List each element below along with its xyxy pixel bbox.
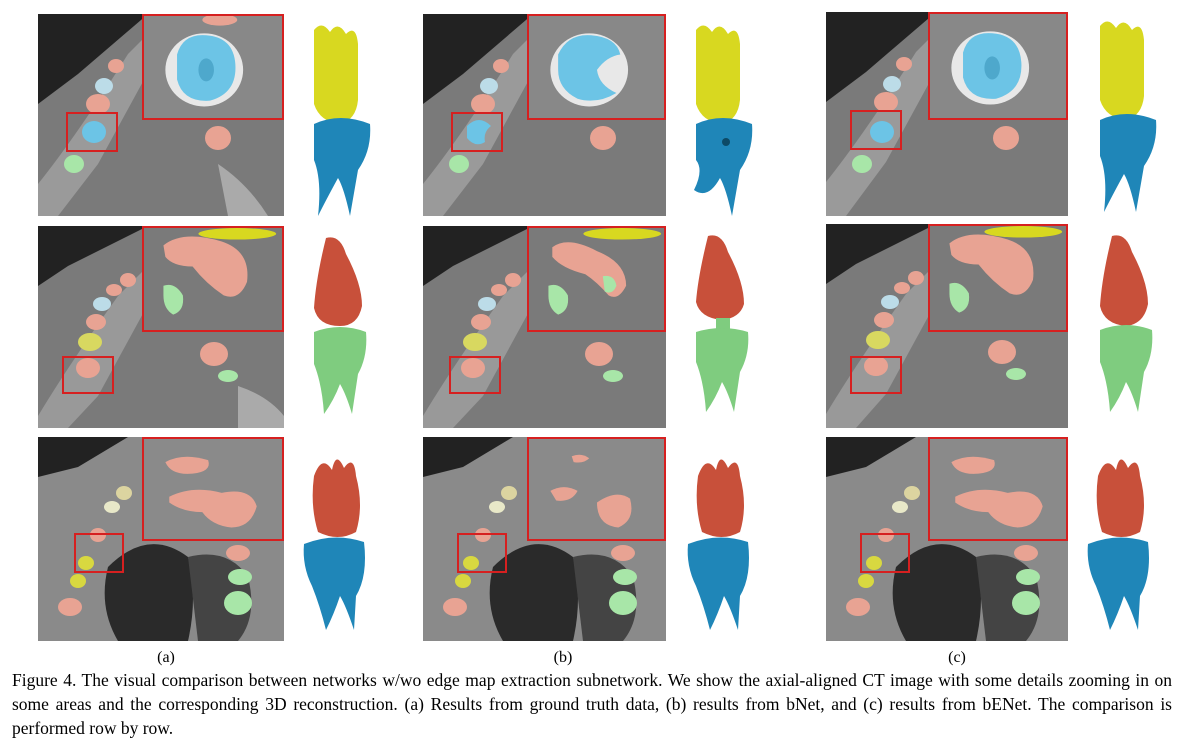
- tooth-3d-row2-c: [1100, 235, 1153, 412]
- ct-slice-row3-b: [423, 437, 666, 641]
- zoom-inset: [142, 437, 284, 541]
- tooth-3d-row3-c: [1087, 459, 1149, 630]
- tooth-3d-row3-b: [687, 459, 749, 630]
- column-label-a: (a): [157, 649, 175, 666]
- zoom-inset: [142, 226, 284, 332]
- figure-caption: Figure 4. The visual comparison between …: [12, 670, 1172, 738]
- zoom-inset: [928, 437, 1068, 541]
- column-label-c: (c): [948, 649, 966, 666]
- ct-slice-row1-c: [826, 12, 1068, 216]
- roi-box: [449, 356, 501, 394]
- roi-box: [457, 533, 507, 573]
- ct-slice-row2-c: [826, 224, 1068, 428]
- zoom-inset: [527, 14, 666, 120]
- ct-slice-row1-a: [38, 14, 284, 216]
- tooth-3d-row2-b: [696, 235, 749, 412]
- zoom-inset: [142, 14, 284, 120]
- roi-box: [62, 356, 114, 394]
- roi-box: [451, 112, 503, 152]
- zoom-inset: [527, 437, 666, 541]
- roi-box: [850, 356, 902, 394]
- figure-4: [38, 12, 1157, 641]
- ct-slice-row2-b: [423, 226, 666, 428]
- roi-box: [66, 112, 118, 152]
- roi-box: [74, 533, 124, 573]
- tooth-3d-row3-a: [303, 459, 365, 630]
- tooth-3d-row1-a: [314, 25, 371, 216]
- roi-box: [850, 110, 902, 150]
- ct-slice-row3-c: [826, 437, 1068, 641]
- zoom-inset: [527, 226, 666, 332]
- column-label-b: (b): [553, 649, 573, 666]
- tooth-3d-row1-b: [694, 25, 753, 216]
- ct-slice-row1-b: [423, 14, 666, 216]
- ct-slice-row2-a: [38, 226, 284, 428]
- roi-box: [860, 533, 910, 573]
- zoom-inset: [928, 224, 1068, 332]
- ct-slice-row3-a: [38, 437, 284, 641]
- tooth-3d-row2-a: [314, 237, 367, 414]
- tooth-3d-row1-c: [1100, 21, 1157, 212]
- zoom-inset: [928, 12, 1068, 120]
